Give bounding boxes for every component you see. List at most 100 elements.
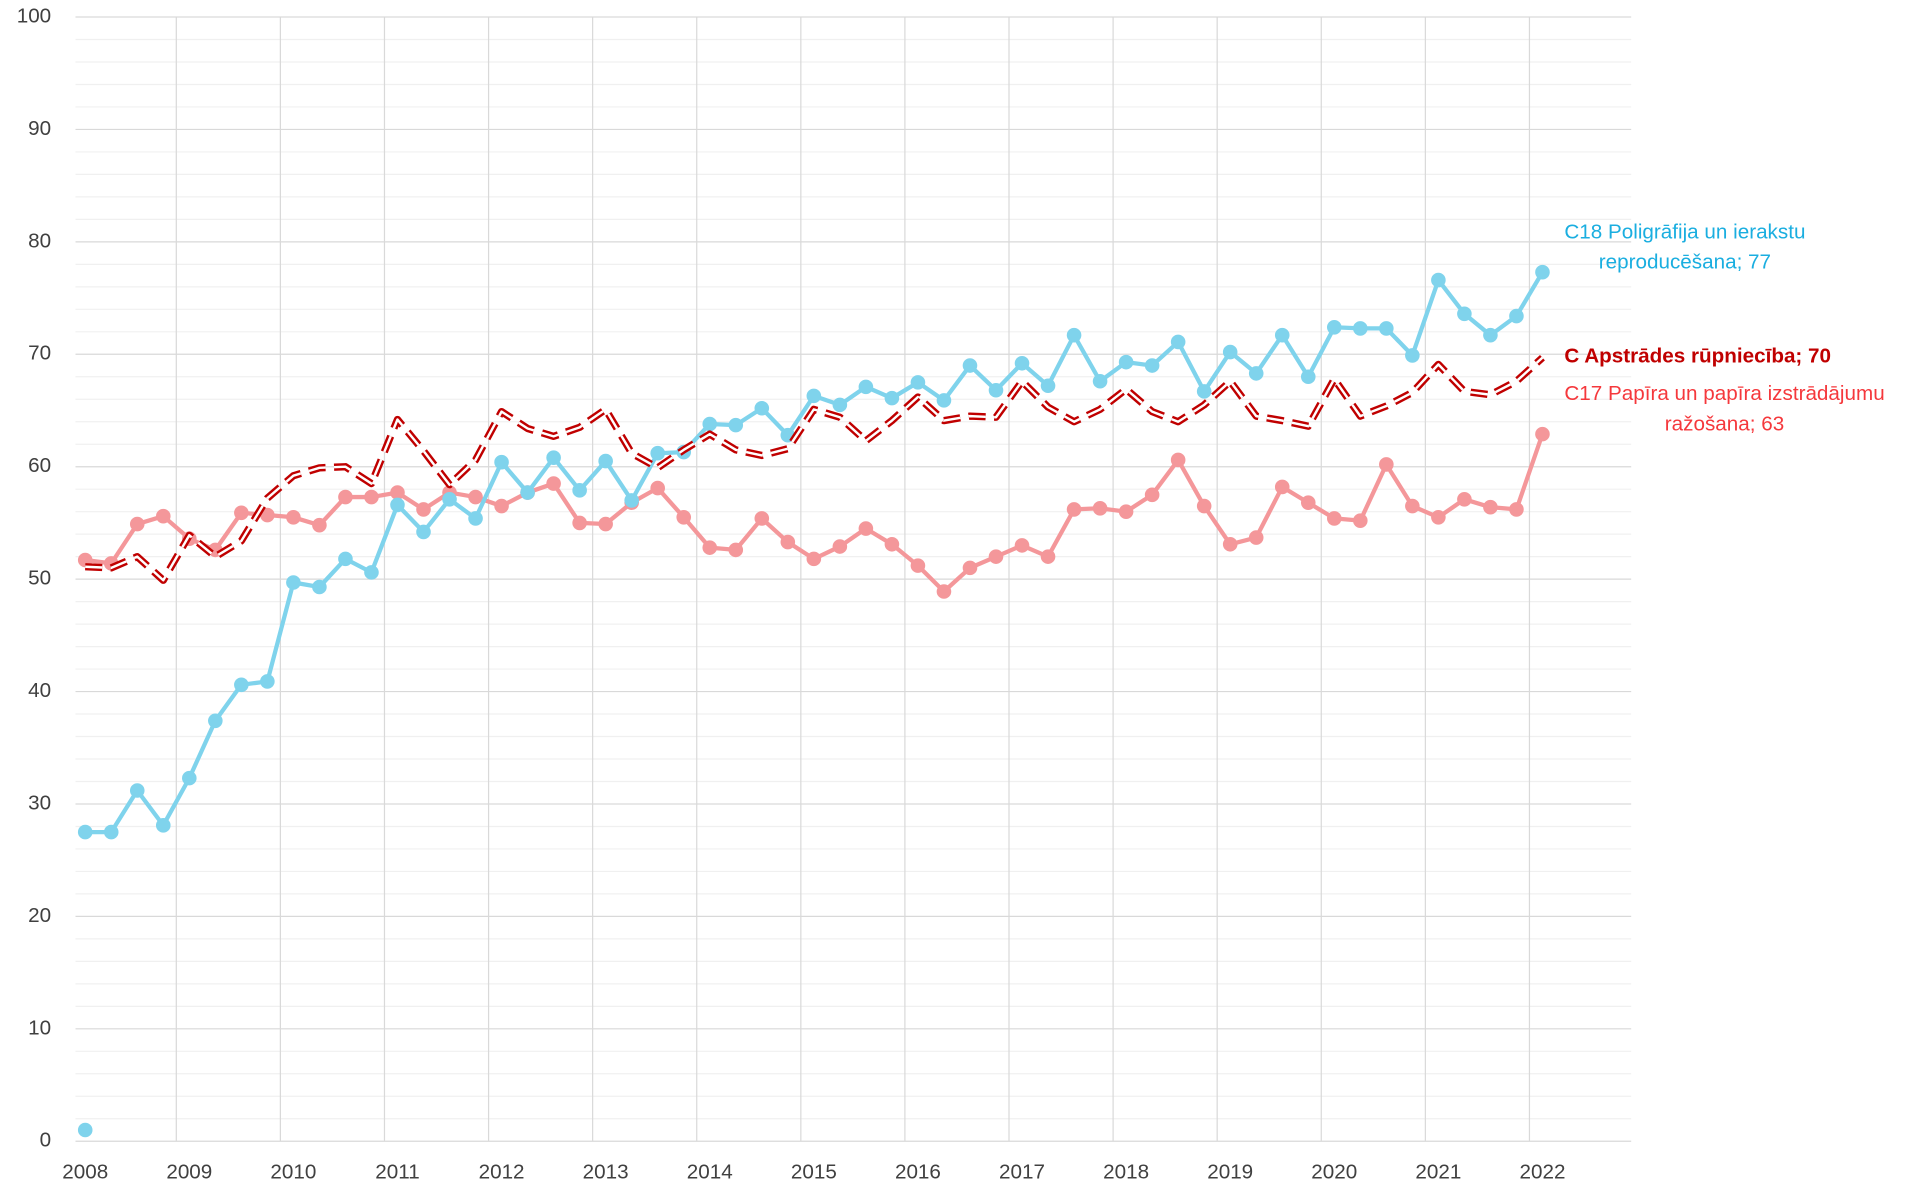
- series-label-line: C18 Poligrāfija un ierakstu: [1564, 221, 1805, 244]
- y-tick-label: 60: [28, 454, 51, 477]
- series-line: [84, 433, 1545, 594]
- data-point: [129, 516, 145, 532]
- data-point: [1222, 536, 1238, 552]
- data-point: [702, 540, 718, 555]
- x-tick-label: 2014: [687, 1160, 733, 1183]
- data-point: [910, 375, 926, 390]
- data-point: [1457, 492, 1472, 507]
- data-point: [1300, 369, 1316, 385]
- data-point: [1170, 452, 1186, 468]
- data-point: [962, 560, 978, 576]
- series-label: C Apstrādes rūpniecība; 70: [1564, 345, 1831, 368]
- data-point: [1405, 348, 1420, 363]
- series-label-line: ražošana; 63: [1665, 413, 1784, 436]
- data-point: [936, 393, 952, 408]
- data-point: [1248, 366, 1264, 381]
- y-tick-label: 50: [28, 567, 51, 590]
- data-point: [1118, 504, 1134, 519]
- data-point: [832, 539, 848, 554]
- x-tick-label: 2011: [375, 1160, 419, 1183]
- data-point: [1014, 538, 1030, 553]
- data-point: [1196, 498, 1212, 514]
- data-point: [1118, 354, 1134, 370]
- data-point: [1535, 426, 1550, 442]
- data-point: [364, 565, 379, 580]
- data-point: [1092, 373, 1108, 389]
- data-point: [155, 818, 171, 833]
- data-point: [546, 476, 561, 491]
- y-tick-label: 10: [28, 1016, 51, 1039]
- data-point: [1483, 499, 1498, 515]
- data-point: [858, 379, 874, 395]
- data-point: [260, 507, 275, 523]
- data-point: [1326, 511, 1342, 526]
- data-point: [988, 549, 1004, 564]
- data-point: [208, 713, 223, 729]
- data-point: [1509, 308, 1524, 324]
- data-point: [962, 358, 978, 373]
- data-point: [234, 505, 249, 521]
- data-point: [1353, 513, 1368, 528]
- series-label: C17 Papīra un papīra izstrādājumu ražošan…: [1564, 383, 1884, 436]
- series-label-line: reproducēšana; 77: [1599, 251, 1771, 274]
- data-point: [234, 677, 249, 693]
- x-tick-label: 2017: [999, 1160, 1045, 1183]
- data-point: [1274, 327, 1290, 343]
- data-point: [338, 551, 353, 567]
- data-point: [129, 783, 145, 798]
- series-label: C18 Poligrāfija un ierakstu reproducēšana…: [1564, 221, 1805, 274]
- x-tick-label: 2009: [166, 1160, 212, 1183]
- data-point: [260, 674, 275, 689]
- y-tick-label: 0: [40, 1129, 52, 1152]
- data-point: [312, 579, 327, 595]
- data-point: [1431, 272, 1446, 288]
- data-point: [884, 390, 900, 406]
- data-point: [442, 492, 457, 507]
- data-point: [754, 400, 770, 416]
- data-point: [77, 1122, 93, 1138]
- x-tick-label: 2021: [1415, 1160, 1461, 1183]
- x-tick-label: 2016: [895, 1160, 941, 1183]
- data-point: [390, 485, 405, 500]
- data-point: [494, 454, 509, 470]
- data-point: [1066, 327, 1082, 343]
- data-point: [1170, 334, 1186, 350]
- y-tick-label: 30: [28, 791, 51, 814]
- data-point: [155, 508, 171, 524]
- y-tick-label: 80: [28, 229, 51, 252]
- data-point: [416, 524, 431, 540]
- data-point: [806, 388, 822, 404]
- data-point: [416, 502, 431, 517]
- x-tick-label: 2013: [583, 1160, 629, 1183]
- data-point: [494, 498, 509, 514]
- data-point: [338, 489, 353, 505]
- x-tick-label: 2022: [1519, 1160, 1565, 1183]
- data-point: [806, 551, 822, 567]
- x-tick-label: 2015: [791, 1160, 837, 1183]
- data-point: [650, 480, 665, 496]
- data-point: [364, 489, 379, 505]
- data-point: [598, 516, 613, 532]
- data-point: [286, 575, 301, 590]
- x-tick-label: 2008: [62, 1160, 108, 1183]
- data-point: [650, 445, 665, 461]
- data-point: [182, 770, 197, 786]
- x-tick-label: 2012: [479, 1160, 525, 1183]
- y-tick-label: 90: [28, 117, 51, 140]
- data-point: [1222, 344, 1238, 360]
- data-point: [1379, 457, 1394, 472]
- data-point: [1300, 495, 1316, 510]
- data-point: [1066, 502, 1082, 517]
- data-point: [858, 521, 874, 536]
- data-point: [1535, 264, 1550, 280]
- data-point: [286, 510, 301, 525]
- data-point: [1092, 501, 1108, 516]
- x-tick-label: 2010: [270, 1160, 316, 1183]
- data-point: [832, 397, 848, 413]
- data-point: [1040, 549, 1056, 564]
- data-point: [1196, 384, 1212, 399]
- data-point: [572, 515, 587, 531]
- series-line-inner: [85, 356, 1544, 582]
- data-point: [77, 824, 93, 840]
